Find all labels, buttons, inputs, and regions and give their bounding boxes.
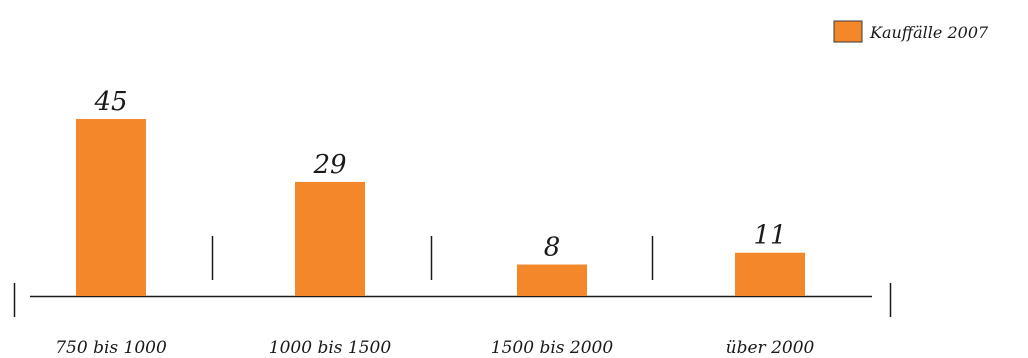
category-labels: 750 bis 1000 1000 bis 1500 1500 bis 2000 üb…: [55, 338, 814, 358]
data-label: 8: [544, 233, 561, 263]
bar: [76, 119, 146, 296]
data-label: 29: [312, 150, 346, 180]
x-tick-label: 750 bis 1000: [55, 338, 167, 358]
legend-swatch: [833, 20, 863, 43]
x-tick-label: 1000 bis 1500: [269, 338, 392, 358]
bar: [735, 252, 805, 296]
bar: [295, 181, 365, 296]
data-label: 11: [753, 221, 786, 251]
legend-label: Kauffälle 2007: [869, 23, 989, 42]
x-tick-label: 1500 bis 2000: [491, 338, 614, 358]
axis: [13, 236, 892, 317]
bars: [76, 119, 805, 296]
bar: [517, 264, 587, 296]
x-tick-label: über 2000: [726, 338, 815, 358]
value-labels: 45 29 8 11: [93, 87, 786, 263]
data-label: 45: [93, 87, 127, 117]
legend: Kauffälle 2007: [833, 20, 989, 43]
